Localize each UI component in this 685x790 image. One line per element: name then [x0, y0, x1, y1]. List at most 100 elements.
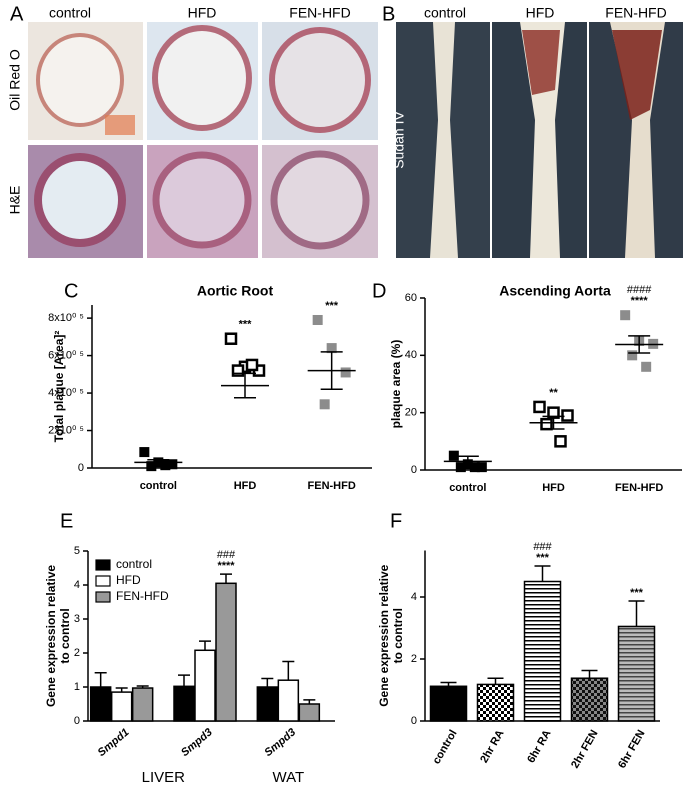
x-tick-label: 2hr RA [478, 728, 506, 765]
data-point [340, 367, 351, 378]
data-point [319, 399, 330, 410]
image [36, 33, 124, 127]
data-point [533, 400, 546, 414]
y-axis-label: to control [58, 608, 72, 663]
y-tick-label: 4x10⁰ ⁵ [48, 387, 84, 399]
bar [256, 686, 279, 722]
column-title: FEN-HFD [605, 5, 666, 21]
y-tick-label: 1 [74, 681, 80, 693]
error-bar [220, 573, 232, 584]
x-tick-label: control [431, 728, 460, 766]
y-axis-label: Gene expression relative [377, 564, 391, 706]
data-point [139, 447, 150, 458]
y-tick-label: 0 [78, 462, 84, 474]
significance: *** [630, 587, 644, 599]
column-title: FEN-HFD [289, 5, 350, 21]
error-bar [178, 674, 190, 687]
panel-label: B [382, 3, 395, 25]
image [152, 25, 252, 131]
x-tick-label: 6hr FEN [616, 728, 648, 771]
error-bar [456, 455, 479, 468]
column-title: HFD [188, 5, 217, 21]
data-point [326, 343, 337, 354]
y-tick-label: 0 [74, 715, 80, 727]
y-tick-label: 2 [411, 653, 417, 665]
bar [298, 703, 321, 722]
error-bar [282, 660, 295, 681]
error-bar [234, 372, 256, 399]
x-tick-label: HFD [542, 482, 565, 494]
significance: *** [325, 300, 339, 312]
x-tick-label: FEN-HFD [615, 482, 663, 494]
group-label: WAT [273, 769, 305, 786]
row-title: Oil Red O [7, 49, 23, 111]
bar [429, 685, 468, 722]
significance: #### [627, 284, 652, 296]
error-bar [581, 669, 598, 679]
image [430, 22, 458, 258]
panel-label: F [390, 510, 402, 532]
y-tick-label: 2x10⁰ ⁵ [48, 424, 84, 436]
significance: ### [533, 541, 552, 553]
image [522, 30, 560, 95]
x-tick-label: FEN-HFD [308, 480, 356, 492]
bar [523, 580, 562, 722]
error-bar [534, 565, 551, 582]
error-bar [199, 640, 211, 651]
row-title: H&E [7, 186, 23, 215]
x-tick-label: Smpd3 [179, 726, 215, 759]
y-tick-label: 60 [405, 292, 417, 304]
panel-label: D [372, 280, 386, 302]
data-point [554, 435, 567, 448]
y-tick-label: 0 [411, 464, 417, 476]
x-tick-label: 6hr RA [525, 728, 553, 765]
y-axis-label: to control [391, 608, 405, 663]
y-tick-label: 4 [411, 591, 417, 603]
error-bar [628, 335, 651, 354]
significance: ### [217, 549, 236, 561]
y-tick-label: 8x10⁰ ⁵ [48, 312, 84, 324]
image [612, 30, 662, 120]
bar [476, 683, 515, 722]
legend-swatch [95, 591, 111, 603]
bar [131, 687, 154, 722]
error-bar [94, 671, 107, 687]
row-title: Sudan IV [391, 111, 407, 169]
bar [110, 691, 133, 722]
panel-a-images [28, 22, 378, 258]
data-point [231, 364, 245, 377]
y-axis-label: Total plaque [Area]² [52, 331, 66, 443]
image [105, 115, 135, 135]
panel-label: A [10, 3, 24, 25]
bar [89, 686, 112, 722]
data-point [245, 358, 259, 372]
panel-label: E [60, 510, 73, 532]
x-tick-label: control [449, 482, 486, 494]
y-tick-label: 3 [74, 613, 80, 625]
column-title: control [49, 5, 91, 21]
legend-swatch [95, 559, 111, 571]
bar [173, 685, 195, 722]
bar [215, 582, 237, 722]
x-tick-label: control [140, 480, 177, 492]
data-point [476, 462, 487, 473]
chart-title: Ascending Aorta [499, 283, 611, 299]
y-tick-label: 5 [74, 545, 80, 557]
bar [194, 649, 216, 722]
image [34, 153, 126, 247]
error-bar [147, 459, 170, 466]
error-bar [320, 351, 343, 391]
legend-label: control [116, 557, 152, 571]
error-bar [261, 677, 274, 687]
x-tick-label: 2hr FEN [569, 728, 601, 771]
significance: *** [239, 319, 253, 331]
data-point [627, 350, 638, 361]
legend-label: HFD [116, 573, 141, 587]
x-tick-label: Smpd3 [262, 726, 298, 759]
bar [570, 677, 609, 722]
y-tick-label: 40 [405, 349, 417, 361]
y-axis-label: Gene expression relative [44, 565, 58, 707]
data-point [312, 314, 323, 325]
